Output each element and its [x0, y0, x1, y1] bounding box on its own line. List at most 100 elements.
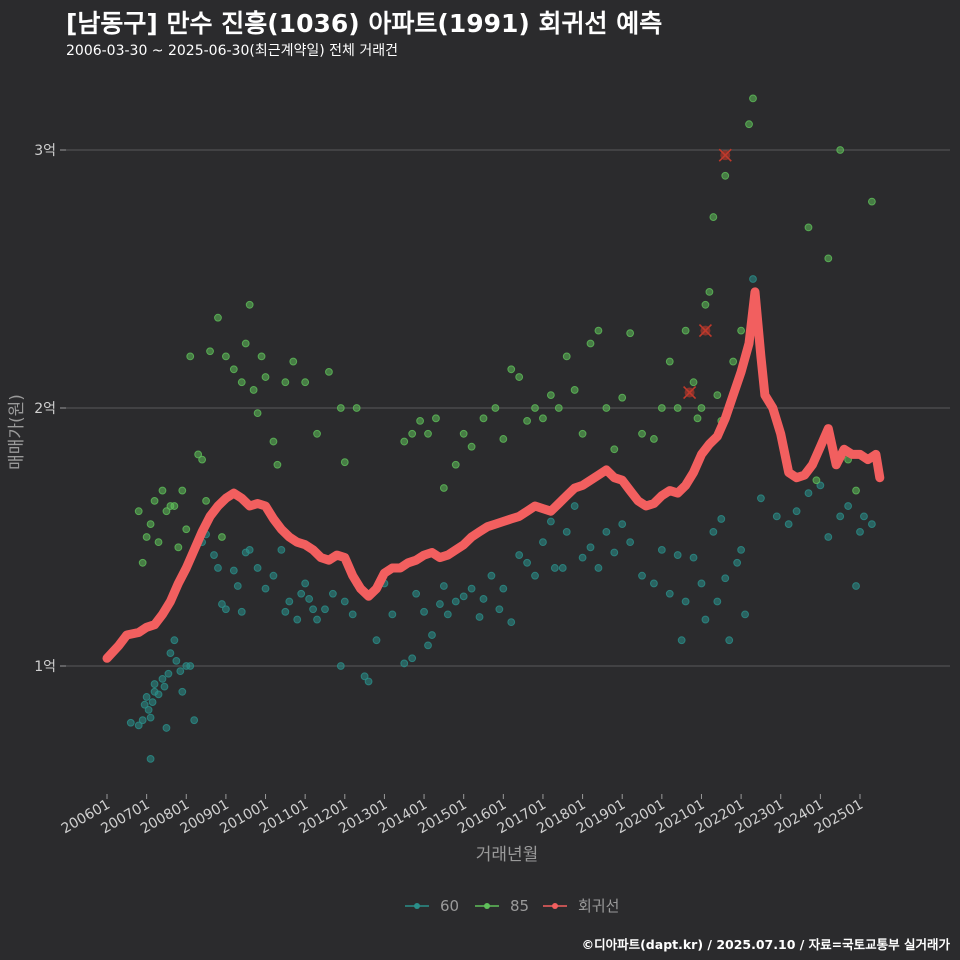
point-60: [360, 672, 369, 681]
point-60: [408, 654, 417, 663]
point-85: [432, 414, 440, 423]
point-60: [451, 597, 460, 606]
point-85: [638, 429, 646, 438]
point-85: [578, 429, 587, 438]
point-60: [336, 662, 345, 670]
point-85: [665, 357, 674, 366]
point-60: [233, 582, 242, 590]
point-85: [202, 496, 210, 505]
point-60: [154, 690, 163, 699]
point-85: [852, 486, 860, 495]
point-85: [721, 171, 730, 180]
point-60: [285, 597, 294, 606]
point-60: [681, 597, 690, 606]
outlier-cross: [698, 324, 713, 338]
point-60: [550, 564, 559, 572]
point-85: [158, 486, 167, 495]
point-60: [140, 700, 149, 709]
outlier-markers: [683, 148, 732, 400]
point-60: [594, 564, 603, 572]
y-axis-title: 매매가(원): [7, 394, 27, 470]
point-85: [836, 146, 845, 154]
point-60: [348, 610, 357, 619]
point-60: [237, 607, 246, 616]
point-85: [178, 486, 187, 495]
point-85: [237, 378, 246, 387]
point-60: [772, 512, 781, 521]
point-85: [416, 417, 424, 425]
point-60: [277, 546, 286, 554]
point-60: [400, 659, 409, 668]
point-60: [816, 481, 825, 490]
point-85: [867, 197, 876, 206]
point-60: [539, 538, 547, 547]
series-60-points: [126, 275, 876, 763]
legend-dot-regression: [552, 903, 558, 909]
point-60: [792, 507, 801, 516]
point-60: [293, 615, 302, 624]
point-85: [408, 429, 417, 438]
point-60: [218, 600, 226, 608]
point-60: [150, 680, 159, 688]
point-60: [737, 546, 746, 554]
point-60: [186, 662, 195, 670]
point-85: [221, 352, 230, 361]
point-85: [439, 484, 448, 492]
point-85: [523, 417, 531, 425]
point-60: [824, 533, 833, 541]
point-60: [269, 571, 278, 580]
point-85: [515, 373, 524, 381]
point-85: [218, 533, 226, 541]
point-60: [364, 677, 373, 686]
point-60: [618, 520, 627, 528]
point-60: [372, 636, 381, 645]
page-title: [남동구] 만수 진흥(1036) 아파트(1991) 회귀선 예측: [66, 9, 663, 38]
point-85: [162, 507, 171, 516]
point-85: [146, 520, 155, 528]
outlier-cross: [718, 148, 732, 162]
legend-label-regression: 회귀선: [578, 897, 619, 915]
page-subtitle: 2006-03-30 ~ 2025-06-30(최근계약일) 전체 거래건: [66, 43, 398, 59]
point-60: [657, 546, 666, 554]
point-60: [313, 615, 321, 624]
point-85: [198, 455, 207, 464]
point-60: [148, 698, 157, 707]
point-60: [578, 553, 587, 562]
point-60: [741, 610, 749, 619]
point-60: [701, 615, 710, 624]
point-85: [701, 300, 710, 309]
point-85: [170, 502, 179, 510]
point-85: [681, 326, 690, 335]
point-60: [420, 607, 428, 616]
outlier-cross: [683, 385, 697, 400]
point-85: [745, 120, 753, 129]
point-60: [650, 579, 658, 588]
point-60: [221, 605, 230, 614]
point-85: [313, 429, 321, 438]
point-60: [602, 527, 611, 536]
point-85: [424, 429, 432, 438]
point-85: [301, 378, 310, 387]
point-85: [241, 339, 250, 348]
point-85: [812, 476, 821, 485]
x-axis-title: 거래년월: [476, 845, 539, 865]
point-85: [586, 339, 595, 348]
point-60: [309, 605, 317, 614]
point-85: [142, 533, 151, 541]
point-85: [602, 404, 611, 412]
point-60: [713, 597, 722, 606]
point-60: [210, 551, 218, 559]
point-60: [166, 649, 175, 657]
point-60: [261, 584, 270, 593]
point-60: [178, 687, 187, 696]
point-60: [245, 546, 254, 554]
point-85: [194, 450, 203, 459]
point-60: [757, 494, 765, 503]
point-60: [297, 589, 306, 598]
point-60: [531, 571, 539, 580]
x-axis-ticks: 2006012007012008012009012010012011012012…: [59, 794, 866, 837]
legend-item-regression: 회귀선: [543, 897, 619, 915]
point-85: [693, 414, 702, 423]
point-85: [451, 460, 460, 469]
point-85: [824, 254, 833, 263]
